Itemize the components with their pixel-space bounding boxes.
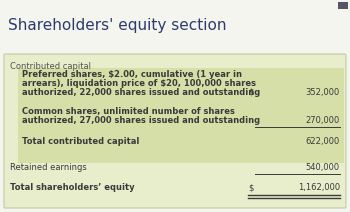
Text: Total shareholders’ equity: Total shareholders’ equity bbox=[10, 183, 135, 192]
Text: Common shares, unlimited number of shares: Common shares, unlimited number of share… bbox=[22, 107, 235, 116]
Text: 540,000: 540,000 bbox=[306, 163, 340, 172]
Bar bbox=[338, 2, 348, 9]
Text: $: $ bbox=[248, 88, 253, 97]
Text: authorized, 27,000 shares issued and outstanding: authorized, 27,000 shares issued and out… bbox=[22, 116, 260, 125]
Text: Contributed capital: Contributed capital bbox=[10, 62, 91, 71]
Bar bbox=[18, 68, 344, 163]
FancyBboxPatch shape bbox=[4, 54, 346, 208]
Text: 622,000: 622,000 bbox=[306, 137, 340, 146]
Text: $: $ bbox=[248, 183, 253, 192]
Text: authorized, 22,000 shares issued and outstanding: authorized, 22,000 shares issued and out… bbox=[22, 88, 260, 97]
Text: 270,000: 270,000 bbox=[306, 116, 340, 125]
Text: Retained earnings: Retained earnings bbox=[10, 163, 87, 172]
Text: 1,162,000: 1,162,000 bbox=[298, 183, 340, 192]
Text: arrears), liquidation price of $20, 100,000 shares: arrears), liquidation price of $20, 100,… bbox=[22, 79, 256, 88]
Text: 352,000: 352,000 bbox=[306, 88, 340, 97]
Text: Total contributed capital: Total contributed capital bbox=[22, 137, 139, 146]
Text: Preferred shares, $2.00, cumulative (1 year in: Preferred shares, $2.00, cumulative (1 y… bbox=[22, 70, 242, 79]
Text: Shareholders' equity section: Shareholders' equity section bbox=[8, 18, 226, 33]
